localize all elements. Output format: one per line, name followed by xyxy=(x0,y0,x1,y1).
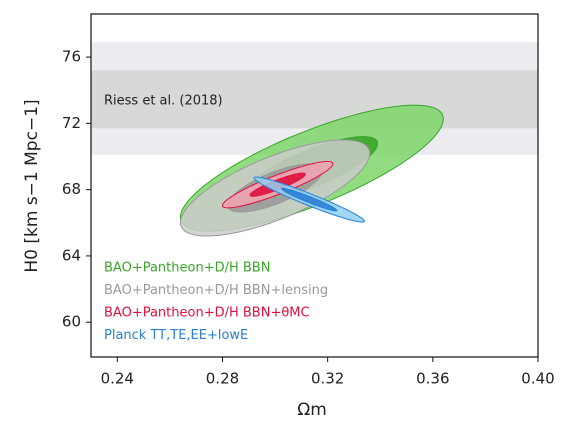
x-tick-label: 0.28 xyxy=(206,370,239,388)
x-tick-label: 0.40 xyxy=(521,370,554,388)
reference-band xyxy=(91,70,538,129)
y-tick-label: 60 xyxy=(62,313,81,331)
x-tick-label: 0.36 xyxy=(416,370,449,388)
y-tick-label: 64 xyxy=(62,246,81,264)
plot-area xyxy=(91,42,538,237)
x-tick-label: 0.24 xyxy=(101,370,134,388)
axes-frame xyxy=(90,13,539,358)
x-tick-label: 0.32 xyxy=(311,370,344,388)
y-tick-label: 76 xyxy=(62,48,81,66)
contour-inner xyxy=(281,187,338,212)
y-tick-label: 68 xyxy=(62,180,81,198)
y-tick-label: 72 xyxy=(62,114,81,132)
y-axis-label: H0 [km s−1 Mpc−1] xyxy=(22,99,42,272)
annotation: Riess et al. (2018) xyxy=(104,94,223,109)
legend-label: Planck TT,TE,EE+lowE xyxy=(104,328,248,343)
legend-label: BAO+Pantheon+D/H BBN+θMC xyxy=(104,306,310,321)
legend-label: BAO+Pantheon+D/H BBN+lensing xyxy=(104,283,328,298)
legend-label: BAO+Pantheon+D/H BBN xyxy=(104,261,270,276)
x-axis-label: Ωm xyxy=(297,400,327,420)
